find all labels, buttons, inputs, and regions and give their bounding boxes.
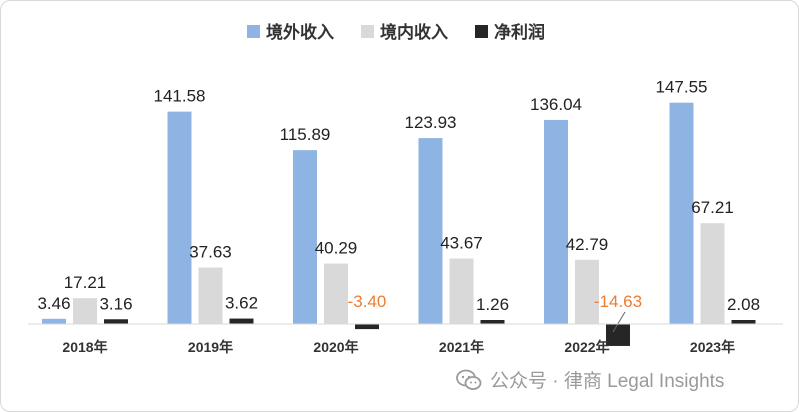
value-label-1-2018年: 3.46 bbox=[37, 294, 70, 313]
bar-3-2020年 bbox=[355, 324, 379, 330]
value-label-2-2022年: 42.79 bbox=[566, 235, 609, 254]
value-label-3-2021年: 1.26 bbox=[476, 295, 509, 314]
legend-label-3: 净利润 bbox=[494, 22, 545, 42]
bar-2-2018年 bbox=[73, 298, 97, 324]
watermark-text: 公众号 · 律商 Legal Insights bbox=[490, 371, 725, 392]
bar-3-2023年 bbox=[731, 320, 756, 324]
x-tick-label-2018年: 2018年 bbox=[62, 339, 107, 355]
bar-1-2020年 bbox=[293, 150, 317, 324]
bar-1-2021年 bbox=[418, 138, 443, 324]
legend-swatch-1 bbox=[247, 25, 260, 38]
value-label-1-2020年: 115.89 bbox=[280, 125, 331, 144]
bar-2-2020年 bbox=[324, 263, 348, 324]
value-label-2-2020年: 40.29 bbox=[315, 239, 358, 258]
legend-swatch-3 bbox=[475, 25, 488, 38]
bar-3-2019年 bbox=[229, 318, 254, 324]
value-label-1-2021年: 123.93 bbox=[405, 113, 457, 132]
value-label-3-2019年: 3.62 bbox=[225, 294, 258, 313]
bar-2-2019年 bbox=[198, 267, 223, 324]
x-tick-label-2021年: 2021年 bbox=[439, 339, 484, 355]
legend-label-1: 境外收入 bbox=[266, 22, 334, 42]
bar-2-2021年 bbox=[449, 258, 474, 324]
x-tick-label-2019年: 2019年 bbox=[188, 339, 233, 355]
leader-line bbox=[612, 311, 626, 333]
bar-1-2022年 bbox=[544, 119, 568, 324]
value-label-2-2019年: 37.63 bbox=[189, 243, 232, 262]
bar-2-2022年 bbox=[575, 259, 599, 324]
value-label-2-2018年: 17.21 bbox=[64, 273, 107, 292]
bar-1-2023年 bbox=[669, 102, 694, 324]
value-label-1-2022年: 136.04 bbox=[530, 95, 582, 114]
bar-1-2018年 bbox=[42, 318, 66, 324]
value-label-2-2021年: 43.67 bbox=[440, 233, 483, 252]
wechat-icon bbox=[456, 369, 482, 390]
x-tick-label-2023年: 2023年 bbox=[690, 339, 735, 355]
value-label-1-2019年: 141.58 bbox=[154, 87, 206, 106]
value-label-1-2023年: 147.55 bbox=[656, 78, 708, 97]
x-tick-label-2022年: 2022年 bbox=[564, 339, 609, 355]
legend-label-2: 境内收入 bbox=[380, 22, 448, 42]
bar-3-2018年 bbox=[104, 319, 128, 324]
value-label-3-2020年: -3.40 bbox=[348, 292, 387, 311]
value-label-2-2023年: 67.21 bbox=[691, 198, 734, 217]
bar-1-2019年 bbox=[167, 111, 192, 324]
x-tick-label-2020年: 2020年 bbox=[313, 339, 358, 355]
legend-swatch-2 bbox=[361, 25, 374, 38]
value-label-3-2018年: 3.16 bbox=[99, 294, 132, 313]
watermark: 公众号 · 律商 Legal Insights bbox=[456, 366, 724, 393]
value-label-3-2023年: 2.08 bbox=[727, 295, 760, 314]
value-label-3-2022年: -14.63 bbox=[594, 292, 642, 311]
bar-3-2022年 bbox=[606, 324, 630, 346]
bar-2-2023年 bbox=[700, 223, 725, 324]
bar-3-2021年 bbox=[480, 320, 505, 324]
